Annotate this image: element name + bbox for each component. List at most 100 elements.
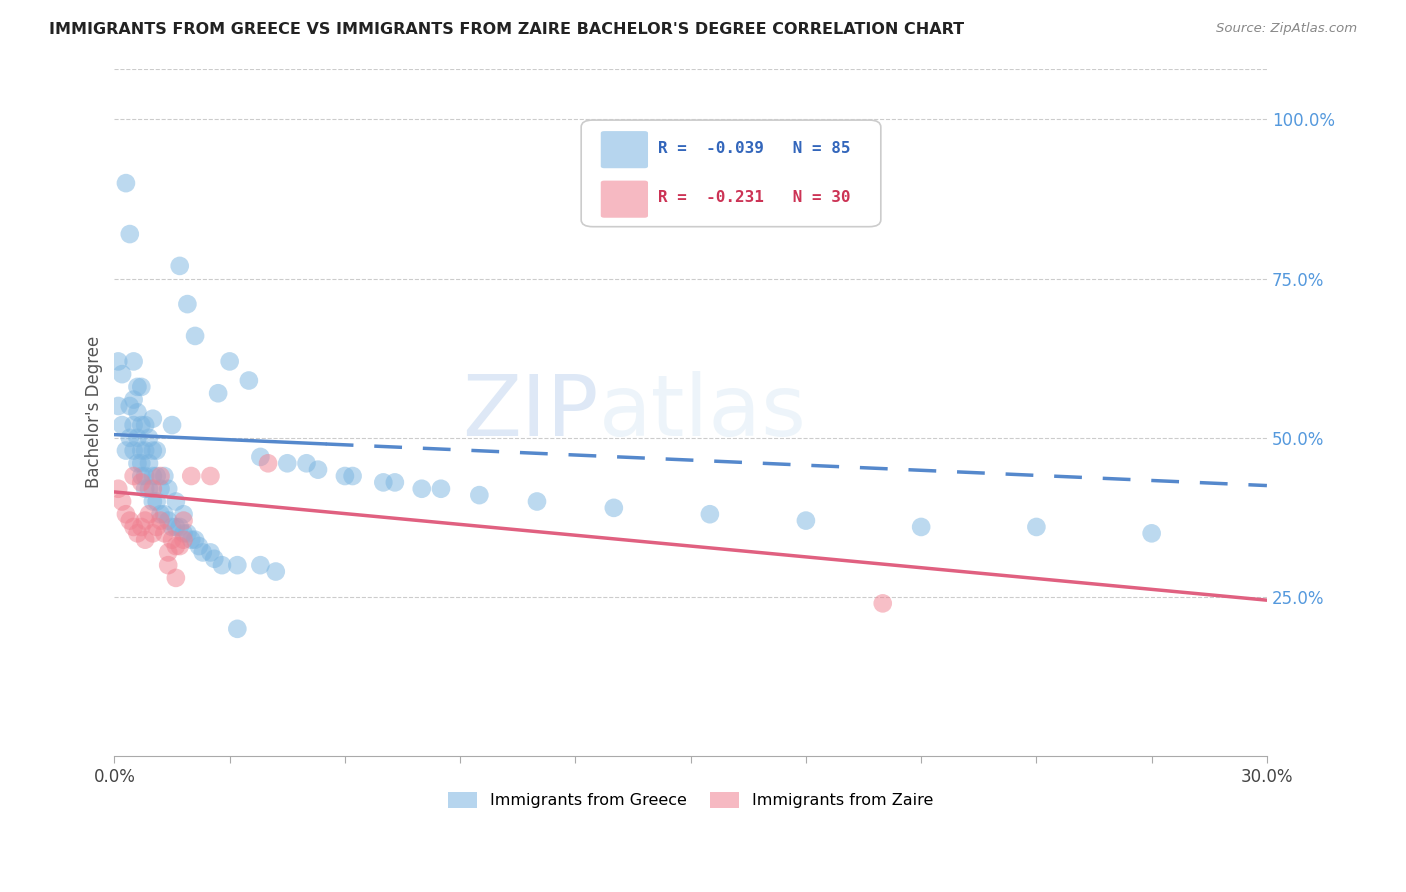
Point	[134, 443, 156, 458]
FancyBboxPatch shape	[600, 131, 648, 169]
Point	[142, 494, 165, 508]
Point	[173, 514, 195, 528]
Point	[134, 533, 156, 547]
FancyBboxPatch shape	[600, 180, 648, 218]
Point	[165, 520, 187, 534]
Point	[129, 443, 152, 458]
Point	[872, 596, 894, 610]
Point	[238, 374, 260, 388]
Point	[149, 507, 172, 521]
Point	[157, 514, 180, 528]
Point	[176, 526, 198, 541]
Point	[526, 494, 548, 508]
Point	[149, 514, 172, 528]
Point	[134, 418, 156, 433]
Point	[129, 380, 152, 394]
Point	[249, 450, 271, 464]
Point	[211, 558, 233, 573]
Point	[264, 565, 287, 579]
Point	[169, 539, 191, 553]
Point	[160, 418, 183, 433]
Point	[115, 443, 138, 458]
Point	[153, 469, 176, 483]
Point	[107, 399, 129, 413]
Point	[129, 456, 152, 470]
Point	[153, 526, 176, 541]
Point	[115, 507, 138, 521]
Point	[127, 431, 149, 445]
Point	[129, 418, 152, 433]
Y-axis label: Bachelor's Degree: Bachelor's Degree	[86, 336, 103, 489]
Point	[153, 507, 176, 521]
Point	[122, 354, 145, 368]
Point	[127, 380, 149, 394]
Text: Source: ZipAtlas.com: Source: ZipAtlas.com	[1216, 22, 1357, 36]
Point	[180, 533, 202, 547]
Point	[295, 456, 318, 470]
Point	[160, 520, 183, 534]
Point	[699, 507, 721, 521]
Point	[127, 526, 149, 541]
Point	[118, 227, 141, 241]
Point	[145, 494, 167, 508]
Point	[118, 431, 141, 445]
Point	[138, 507, 160, 521]
Point	[180, 469, 202, 483]
Point	[200, 545, 222, 559]
Point	[127, 405, 149, 419]
Point	[173, 533, 195, 547]
Point	[111, 494, 134, 508]
Point	[169, 259, 191, 273]
Point	[142, 443, 165, 458]
Point	[207, 386, 229, 401]
Point	[373, 475, 395, 490]
Point	[794, 514, 817, 528]
Point	[129, 469, 152, 483]
Point	[157, 545, 180, 559]
Point	[160, 533, 183, 547]
Point	[138, 431, 160, 445]
Point	[257, 456, 280, 470]
Point	[122, 443, 145, 458]
Point	[1140, 526, 1163, 541]
Point	[276, 456, 298, 470]
Point	[184, 329, 207, 343]
Point	[107, 482, 129, 496]
Text: R =  -0.231   N = 30: R = -0.231 N = 30	[658, 190, 851, 205]
Point	[187, 539, 209, 553]
Point	[111, 418, 134, 433]
Point	[122, 469, 145, 483]
Point	[142, 411, 165, 425]
Point	[145, 443, 167, 458]
Point	[142, 469, 165, 483]
Point	[184, 533, 207, 547]
Point	[165, 494, 187, 508]
Point	[118, 399, 141, 413]
Point	[115, 176, 138, 190]
Point	[142, 482, 165, 496]
Point	[129, 520, 152, 534]
Point	[200, 469, 222, 483]
Point	[173, 526, 195, 541]
Point	[111, 367, 134, 381]
Point	[468, 488, 491, 502]
Point	[218, 354, 240, 368]
Point	[191, 545, 214, 559]
Text: R =  -0.039   N = 85: R = -0.039 N = 85	[658, 141, 851, 156]
Point	[165, 539, 187, 553]
Text: ZIP: ZIP	[463, 371, 599, 454]
Point	[169, 520, 191, 534]
Point	[384, 475, 406, 490]
Point	[118, 514, 141, 528]
Text: IMMIGRANTS FROM GREECE VS IMMIGRANTS FROM ZAIRE BACHELOR'S DEGREE CORRELATION CH: IMMIGRANTS FROM GREECE VS IMMIGRANTS FRO…	[49, 22, 965, 37]
Point	[122, 418, 145, 433]
Point	[145, 520, 167, 534]
Point	[134, 514, 156, 528]
Point	[430, 482, 453, 496]
Point	[157, 558, 180, 573]
Point	[411, 482, 433, 496]
Point	[122, 392, 145, 407]
Point	[1025, 520, 1047, 534]
Point	[333, 469, 356, 483]
Text: atlas: atlas	[599, 371, 807, 454]
